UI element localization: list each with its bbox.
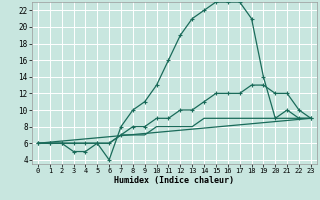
X-axis label: Humidex (Indice chaleur): Humidex (Indice chaleur): [115, 176, 234, 185]
